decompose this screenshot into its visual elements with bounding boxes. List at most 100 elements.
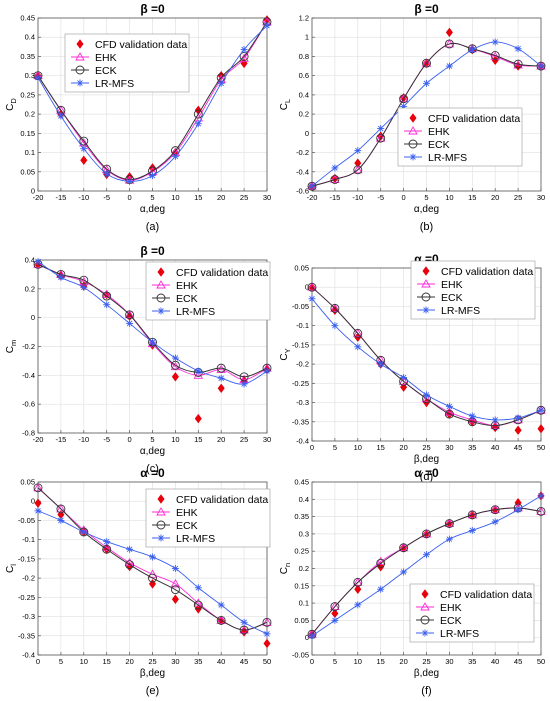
data-point — [444, 407, 455, 416]
y-tick-label: 0.4 — [25, 256, 35, 265]
y-tick-label: -0.15 — [292, 340, 309, 349]
data-point — [194, 367, 202, 375]
x-tick-label: 25 — [514, 193, 522, 202]
data-point — [331, 164, 339, 172]
x-tick-label: 50 — [537, 443, 545, 452]
data-point — [149, 172, 156, 180]
y-axis-label: Cn — [279, 563, 292, 574]
data-point — [330, 602, 340, 612]
legend-box — [409, 583, 535, 643]
data-point — [126, 561, 134, 572]
legend-entry: LR-MFS — [176, 533, 215, 545]
x-tick-label: 0 — [402, 193, 406, 202]
y-tick-label: -0.2 — [296, 360, 309, 369]
data-point — [148, 573, 157, 583]
data-point — [421, 58, 432, 67]
data-point — [194, 413, 202, 424]
data-point — [308, 295, 316, 303]
data-point — [79, 136, 89, 146]
data-point — [147, 569, 158, 578]
data-point — [422, 58, 431, 68]
legend-entry: LR-MFS — [176, 306, 215, 318]
legend-entry: LR-MFS — [428, 152, 467, 164]
x-tick-label: 0 — [128, 435, 132, 444]
x-tick-label: 0 — [310, 657, 314, 666]
data-point — [514, 425, 522, 435]
y-axis-label: Cl — [5, 564, 18, 573]
legend-marker — [421, 589, 429, 599]
x-tick-label: 0 — [36, 657, 40, 666]
data-point — [377, 125, 385, 133]
x-tick-label: 10 — [354, 657, 362, 666]
legend-marker — [157, 307, 165, 315]
x-tick-label: 20 — [491, 193, 499, 202]
legend-entry: LR-MFS — [95, 78, 134, 90]
data-point — [125, 310, 135, 320]
data-point — [263, 630, 271, 638]
y-tick-label: 0 — [305, 129, 309, 138]
x-axis-label: β,deg — [414, 454, 439, 465]
y-axis-label: Cm — [5, 340, 18, 353]
legend-entry: ECK — [440, 615, 462, 627]
data-point — [375, 556, 386, 566]
y-tick-label: -0.25 — [292, 379, 309, 388]
data-point — [80, 145, 88, 153]
legend-entry: ECK — [95, 65, 117, 77]
data-point — [56, 504, 66, 513]
x-tick-label: 25 — [148, 657, 156, 666]
x-tick-label: 15 — [194, 435, 202, 444]
y-tick-label: -0.35 — [292, 417, 309, 426]
data-point — [80, 528, 88, 536]
data-point — [126, 545, 134, 553]
x-axis-label: α,deg — [414, 204, 439, 215]
y-tick-label: 0.2 — [299, 564, 309, 573]
legend-marker — [76, 79, 84, 87]
y-axis-label: CY — [279, 348, 292, 360]
y-tick-label: 0.6 — [299, 71, 309, 80]
y-tick-label: -0.6 — [296, 187, 309, 196]
x-tick-label: -15 — [329, 193, 340, 202]
y-tick-label: 0.1 — [299, 599, 309, 608]
chart-panel-b: -20 -15 -10 -5 0 5 10 15 20 25 30 -0.6 -0.4 -0.2 0 0.2 0… — [279, 2, 546, 233]
data-point — [171, 565, 179, 572]
data-point — [217, 383, 225, 394]
legend-marker — [156, 507, 166, 516]
y-tick-label: 0.3 — [25, 71, 35, 80]
data-point — [34, 257, 42, 265]
data-point — [171, 354, 179, 362]
legend-box — [397, 107, 523, 167]
x-tick-label: 30 — [537, 193, 545, 202]
panel-caption: (e) — [146, 685, 159, 697]
data-point — [148, 579, 157, 589]
chart-panel-a: -20 -15 -10 -5 0 5 10 15 20 25 30 0 0.05 0.1 0.15 0.2 0.… — [5, 2, 272, 233]
x-tick-label: 15 — [103, 657, 111, 666]
data-point — [307, 282, 317, 292]
y-tick-label: -0.05 — [292, 302, 309, 311]
chart-title: α =0 — [414, 466, 439, 480]
legend-entry: ECK — [441, 292, 463, 304]
data-point — [444, 39, 454, 49]
data-point — [330, 601, 340, 611]
data-point — [490, 505, 500, 515]
x-tick-label: -10 — [78, 193, 89, 202]
data-point — [126, 319, 134, 327]
legend-entry: EHK — [428, 126, 450, 138]
data-point — [193, 598, 204, 607]
data-point — [102, 291, 112, 301]
legend-entry: CFD validation data — [95, 39, 187, 51]
series-lr-mfs — [34, 22, 271, 185]
series-line — [311, 286, 542, 427]
data-point — [445, 27, 453, 38]
data-point — [193, 370, 204, 379]
data-point — [490, 51, 500, 60]
legend-entry: EHK — [176, 280, 198, 292]
series-line — [37, 21, 268, 180]
y-tick-label: -0.05 — [292, 651, 309, 660]
x-tick-label: -10 — [352, 193, 363, 202]
legend-entry: ECK — [428, 139, 450, 151]
legend-marker — [420, 602, 430, 611]
y-tick-label: -0.4 — [296, 167, 309, 176]
y-tick-label: 0.4 — [25, 33, 35, 42]
y-tick-label: 0 — [31, 187, 35, 196]
